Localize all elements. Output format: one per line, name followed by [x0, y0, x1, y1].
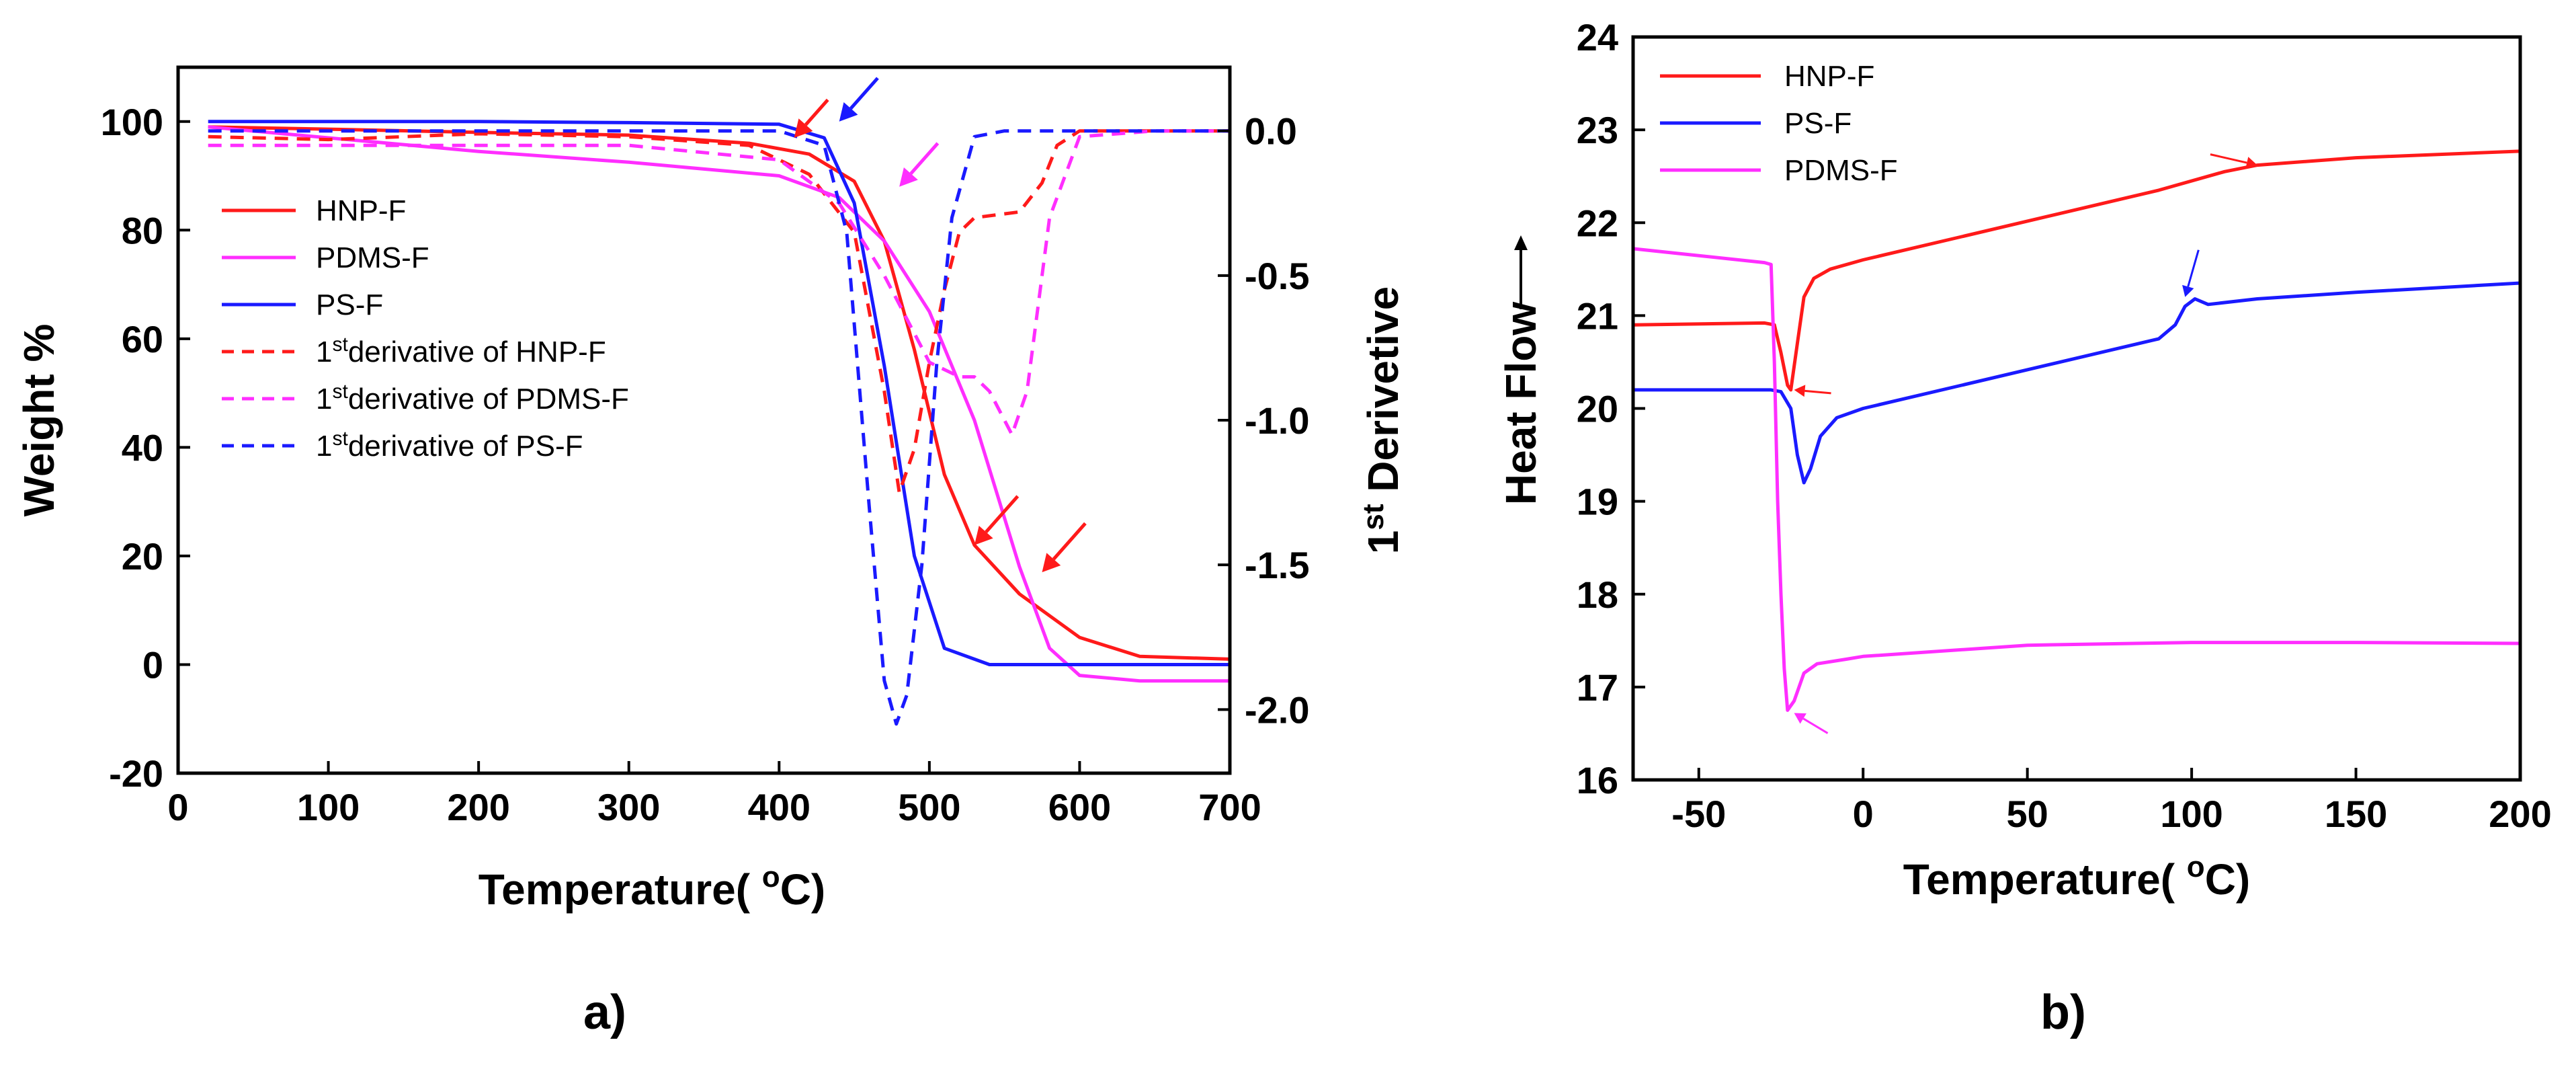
xtick-label-a-500: 500	[898, 786, 960, 828]
y2tick-label-a-0-0: 0.0	[1245, 110, 1297, 153]
chart-b-ylabel-group: Heat Flow	[1497, 235, 1545, 505]
chart-b-xlabel-text: Temperature( oC)	[1903, 850, 2250, 904]
panel-label-a: a)	[583, 986, 626, 1039]
chart-b-ticks: -50 0 50 100 150 200 16 17 18 19 20 21 22 23 24	[1577, 16, 2552, 835]
series-b-pdms-f	[1632, 247, 2521, 712]
ytick-label-a-80: 80	[122, 209, 163, 251]
legend-a-hnp: HNP-F	[316, 194, 406, 227]
legend-b-pdms: PDMS-F	[1784, 154, 1898, 187]
ytick-label-b-19: 19	[1577, 481, 1618, 523]
annotation-arrow-a-1	[804, 98, 829, 126]
xtick-label-a-400: 400	[748, 786, 811, 828]
xtick-label-a-0: 0	[167, 786, 188, 828]
series-b-hnp-f	[1632, 149, 2521, 392]
annotation-arrow-b-2	[1804, 389, 1831, 395]
annotation-arrowhead-a-4	[1042, 553, 1061, 573]
ytick-label-b-24: 24	[1577, 16, 1618, 58]
ytick-label-a--20: -20	[109, 752, 163, 795]
svg-text:Temperature( oC): Temperature( oC)	[479, 861, 825, 914]
chart-b: -50 0 50 100 150 200 16 17 18 19 20 21 22 23 24 Temper…	[1497, 16, 2552, 1039]
annotation-arrowhead-b-3	[1794, 713, 1806, 724]
legend-a-pdms: PDMS-F	[316, 241, 429, 274]
y2tick-label-a-1-5: -1.5	[1245, 544, 1310, 586]
xtick-label-a-600: 600	[1048, 786, 1111, 828]
ytick-label-b-21: 21	[1577, 294, 1618, 337]
chart-b-plot-frame	[1631, 35, 2522, 782]
chart-a-xlabel-text: Temperature( oC)	[479, 861, 825, 914]
chart-a-xlabel: Temperature( oC)	[479, 861, 825, 914]
chart-b-ylabel: Heat Flow	[1497, 302, 1545, 505]
annotation-arrow-b-3	[1802, 717, 1829, 734]
ytick-label-a-40: 40	[122, 426, 163, 469]
series-a-ps-f	[208, 120, 1230, 666]
annotation-arrow-a-3	[985, 495, 1020, 533]
heat-flow-arrow-head	[1514, 235, 1528, 250]
annotation-arrow-a-0	[849, 77, 879, 110]
y2tick-label-a-2-0: -2.0	[1245, 688, 1310, 731]
series-b-ps-f	[1633, 281, 2521, 485]
chart-a-ylabel: Weight %	[15, 324, 63, 517]
xtick-label-b-100: 100	[2160, 793, 2222, 835]
annotation-arrow-b-0	[2210, 153, 2247, 164]
ytick-label-a-0: 0	[142, 643, 163, 686]
ytick-label-a-60: 60	[122, 318, 163, 360]
panel-label-b: b)	[2040, 986, 2086, 1039]
ytick-label-b-23: 23	[1577, 109, 1618, 151]
xtick-label-b-0: 0	[1853, 793, 1874, 835]
chart-b-marks	[1632, 149, 2521, 734]
ytick-label-b-20: 20	[1577, 388, 1618, 430]
y2tick-label-a-1-0: -1.0	[1245, 399, 1310, 442]
annotation-arrowhead-b-0	[2245, 157, 2257, 169]
xtick-label-b-200: 200	[2489, 793, 2551, 835]
chart-b-legend: HNP-F PS-F PDMS-F	[1660, 60, 1898, 187]
annotation-arrowhead-a-0	[839, 102, 858, 122]
xtick-label-a-100: 100	[297, 786, 360, 828]
series-a-1stderivative-of-ps-f	[208, 129, 1230, 726]
annotation-arrow-a-2	[909, 142, 940, 175]
xtick-label-a-700: 700	[1198, 786, 1261, 828]
ytick-label-b-16: 16	[1577, 759, 1618, 801]
legend-b-hnp: HNP-F	[1784, 60, 1874, 93]
chart-a-y2label: 1st Derivetive	[1357, 286, 1407, 554]
chart-a-legend: HNP-F PDMS-F PS-F 1stderivative of HNP-F…	[222, 194, 629, 463]
chart-b-xlabel: Temperature( oC)	[1903, 850, 2250, 904]
annotation-arrowhead-a-2	[899, 167, 918, 187]
xtick-label-b-50: 50	[2007, 793, 2048, 835]
legend-a-dhnp: 1stderivative of HNP-F	[316, 333, 606, 368]
y2tick-label-a-0-5: -0.5	[1245, 255, 1310, 297]
chart-a-marks	[208, 77, 1231, 726]
ytick-label-a-100: 100	[101, 101, 163, 143]
legend-b-ps: PS-F	[1784, 107, 1852, 140]
annotation-arrowhead-b-2	[1794, 385, 1806, 397]
series-a-pdms-f	[208, 125, 1230, 683]
ytick-label-a-20: 20	[122, 535, 163, 578]
annotation-arrow-a-4	[1052, 522, 1087, 561]
xtick-label-a-200: 200	[447, 786, 509, 828]
annotation-arrowhead-a-3	[974, 526, 993, 545]
ytick-label-b-17: 17	[1577, 666, 1618, 709]
svg-text:Temperature( oC): Temperature( oC)	[1903, 850, 2250, 904]
annotation-arrowhead-a-1	[794, 118, 813, 138]
ytick-label-b-18: 18	[1577, 573, 1618, 616]
xtick-label-b-50: -50	[1671, 793, 1726, 835]
legend-a-ps: PS-F	[316, 288, 383, 321]
xtick-label-b-150: 150	[2325, 793, 2387, 835]
legend-a-dpdms: 1stderivative of PDMS-F	[316, 381, 629, 415]
ytick-label-b-22: 22	[1577, 202, 1618, 244]
annotation-arrowhead-b-1	[2182, 284, 2194, 297]
annotation-arrow-b-1	[2187, 249, 2200, 287]
xtick-label-a-300: 300	[597, 786, 660, 828]
legend-a-dps: 1stderivative of PS-F	[316, 428, 583, 463]
